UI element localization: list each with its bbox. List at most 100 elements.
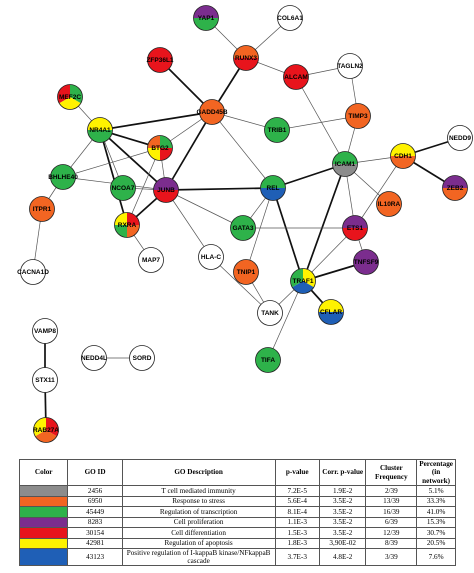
- legend-percentage: 5.1%: [416, 485, 456, 497]
- node-outline: [283, 64, 309, 90]
- legend-corr-p-value: 1.9E-2: [318, 485, 367, 497]
- node-sord[interactable]: SORD: [129, 345, 155, 371]
- node-fill: [230, 215, 256, 241]
- node-slice-purple: [342, 215, 368, 228]
- node-trib1[interactable]: TRIB1: [264, 117, 290, 143]
- edge-gadd45b-nr4a1: [99, 111, 213, 131]
- node-hla-c[interactable]: HLA-C: [198, 244, 224, 270]
- node-rab27a[interactable]: RAB27A: [33, 417, 59, 443]
- legend-percentage: 7.6%: [416, 548, 456, 567]
- node-mef2c[interactable]: MEF2C: [57, 84, 83, 110]
- color-swatch: [20, 549, 68, 566]
- node-gata3[interactable]: GATA3: [230, 215, 256, 241]
- legend-percentage: 20.5%: [416, 537, 456, 550]
- node-label: TRIB1: [268, 127, 287, 134]
- node-slice-blue: [260, 188, 286, 201]
- edge-hla-c-tank: [210, 256, 271, 314]
- node-outline: [81, 345, 107, 371]
- legend-percentage: 33.3%: [416, 495, 456, 508]
- node-outline: [110, 175, 136, 201]
- node-nr4a1[interactable]: NR4A1: [87, 117, 113, 143]
- node-alcam[interactable]: ALCAM: [283, 64, 309, 90]
- node-fill: [32, 318, 58, 344]
- edge-junb-hla-c: [165, 189, 212, 258]
- legend-cluster-frequency: 13/39: [365, 495, 418, 508]
- legend-row: 30154 Cell differentiation 1.5E-3 3.5E-2 12/…: [18, 527, 456, 539]
- node-rel[interactable]: REL: [260, 175, 286, 201]
- legend-cluster-frequency: 2/39: [365, 485, 418, 497]
- node-gadd45b[interactable]: GADD45B: [196, 99, 228, 125]
- node-tifa[interactable]: TIFA: [255, 347, 281, 373]
- node-vamp8[interactable]: VAMP8: [32, 318, 58, 344]
- legend-percentage: 30.7%: [416, 527, 456, 539]
- node-tnip1[interactable]: TNIP1: [233, 259, 259, 285]
- node-nedd9[interactable]: NEDD9: [447, 125, 473, 151]
- node-fill: [233, 259, 259, 285]
- node-itpr1[interactable]: ITPR1: [29, 196, 55, 222]
- node-label: ITPR1: [33, 206, 52, 213]
- node-bhlhe40[interactable]: BHLHE40: [48, 164, 78, 190]
- legend-cluster-frequency: 8/39: [365, 537, 418, 550]
- node-fill: [447, 125, 473, 151]
- legend-header-row: Color GO ID GO Description p-value Corr.…: [18, 458, 456, 487]
- node-yap1[interactable]: YAP1: [193, 5, 219, 31]
- node-zfp36l1[interactable]: ZFP36L1: [146, 47, 174, 73]
- node-col6a1[interactable]: COL6A1: [277, 5, 303, 31]
- node-il10ra[interactable]: IL10RA: [376, 191, 402, 217]
- node-icam1[interactable]: ICAM1: [332, 151, 358, 177]
- node-label: TIFA: [261, 357, 275, 364]
- node-cacna1d[interactable]: CACNA1D: [17, 259, 49, 285]
- legend-p-value: 3.7E-3: [274, 548, 320, 567]
- node-stx11[interactable]: STX11: [32, 367, 58, 393]
- legend-percentage: 15.3%: [416, 516, 456, 529]
- node-slice-yellow: [87, 117, 113, 130]
- node-map7[interactable]: MAP7: [138, 247, 164, 273]
- node-outline: [138, 247, 164, 273]
- node-rxra[interactable]: RXRA: [114, 212, 140, 238]
- color-swatch: [20, 517, 68, 528]
- node-tnfsf9[interactable]: TNFSF9: [353, 249, 379, 275]
- legend-description: Cell proliferation: [121, 516, 276, 529]
- node-outline: [290, 268, 316, 294]
- node-slice-red: [153, 190, 179, 203]
- color-swatch: [20, 496, 68, 507]
- node-label: CFLAR: [320, 309, 342, 316]
- node-traf1[interactable]: TRAF1: [290, 268, 316, 294]
- node-label: RUNX3: [235, 55, 257, 62]
- legend-cluster-frequency: 12/39: [365, 527, 418, 539]
- node-nedd4l[interactable]: NEDD4L: [81, 345, 107, 371]
- node-label: REL: [267, 185, 280, 192]
- node-junb[interactable]: JUNB: [153, 177, 179, 203]
- node-tank[interactable]: TANK: [257, 300, 283, 326]
- legend-row: 45449 Regulation of transcription 8.1E-4 3.…: [18, 506, 456, 518]
- node-cdh1[interactable]: CDH1: [390, 143, 416, 169]
- node-outline: [233, 45, 259, 71]
- edge-rel-tnip1: [245, 187, 274, 273]
- node-fill: [50, 164, 76, 190]
- node-label: NEDD4L: [81, 355, 107, 362]
- legend-row: 8283 Cell proliferation 1.1E-3 3.5E-2 6/39 15…: [18, 516, 456, 529]
- node-ets1[interactable]: ETS1: [342, 215, 368, 241]
- legend-corr-p-value: 3.5E-2: [318, 516, 367, 529]
- node-tagln2[interactable]: TAGLN2: [337, 53, 363, 79]
- legend-p-value: 8.1E-4: [274, 506, 320, 518]
- node-zeb2[interactable]: ZEB2: [442, 175, 468, 201]
- node-fill: [129, 345, 155, 371]
- node-slice-yellow: [318, 299, 344, 312]
- node-fill: [353, 249, 379, 275]
- node-outline: [264, 117, 290, 143]
- node-fill: [283, 64, 309, 90]
- legend-go-id: 30154: [67, 527, 123, 539]
- node-cflar[interactable]: CFLAR: [318, 299, 344, 325]
- legend-color-cell: [18, 548, 69, 567]
- node-timp3[interactable]: TIMP3: [345, 103, 371, 129]
- node-runx3[interactable]: RUNX3: [233, 45, 259, 71]
- legend-color-cell: [18, 495, 69, 508]
- node-fill: [277, 5, 303, 31]
- node-ncoa7[interactable]: NCOA7: [110, 175, 136, 201]
- legend-description: Regulation of apoptosis: [121, 537, 276, 550]
- legend-corr-p-value: 3,90E-02: [318, 537, 367, 550]
- node-btg2[interactable]: BTG2: [147, 135, 173, 161]
- legend-cluster-frequency: 3/39: [365, 548, 418, 567]
- legend-p-value: 1.5E-3: [274, 527, 320, 539]
